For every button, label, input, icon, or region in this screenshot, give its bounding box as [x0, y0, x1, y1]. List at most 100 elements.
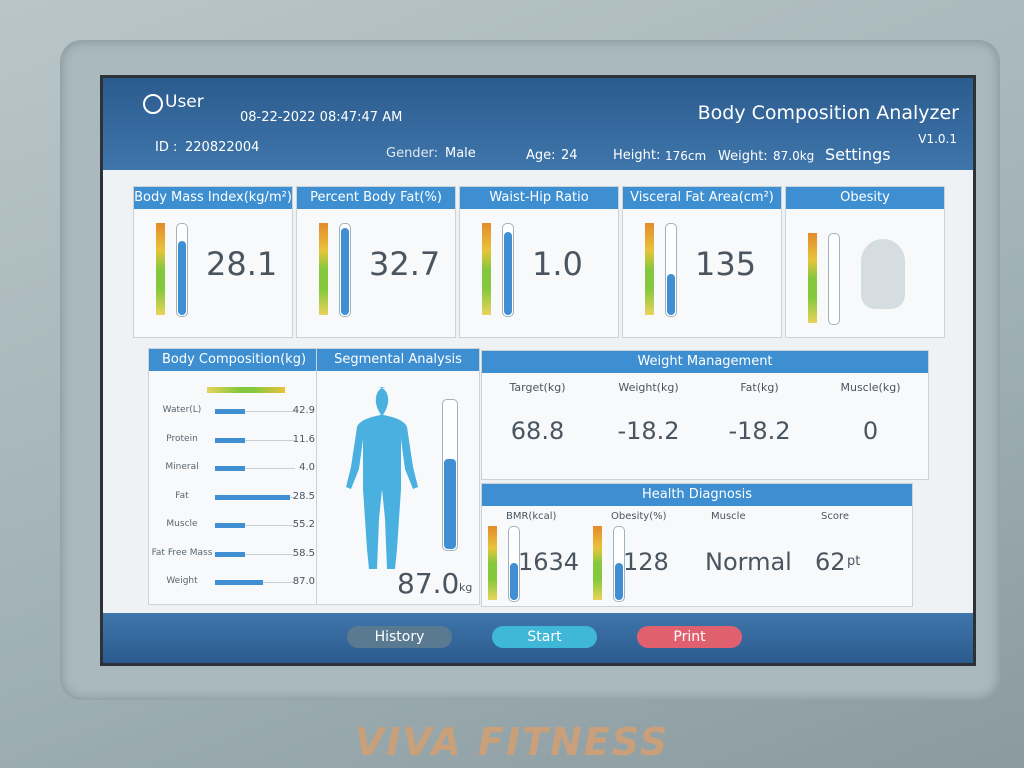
row-bar: [215, 580, 263, 585]
row-bar: [215, 494, 290, 500]
weight-value: 87.0kg: [773, 149, 815, 163]
button[interactable]: History: [347, 626, 452, 648]
level-fill: [341, 227, 349, 315]
gender-value: Male: [445, 146, 476, 161]
row-value: 87.0: [292, 576, 315, 587]
version: V1.0.1: [918, 132, 957, 146]
button[interactable]: Print: [637, 626, 742, 648]
row-value: 4.0: [299, 462, 315, 473]
row-bar: [215, 409, 245, 414]
age-value: 24: [561, 148, 578, 163]
panel-title: Body Composition(kg): [149, 349, 319, 371]
user-icon: [143, 94, 163, 114]
row-label: Water(L): [162, 405, 202, 415]
index-panel: Visceral Fat Area(cm²) 135: [622, 186, 782, 338]
level-tube: [442, 399, 458, 551]
level-tube: [176, 223, 188, 317]
row-label: Protein: [166, 433, 198, 444]
row-value: 42.9: [292, 405, 315, 416]
weight-label: Weight:: [718, 149, 768, 164]
row-bar: [215, 551, 245, 557]
level-fill: [510, 563, 518, 600]
level-fill: [667, 273, 675, 315]
weight-management-panel: Weight Management Target(kg) 68.8 Weight(kg…: [481, 350, 929, 480]
column-label: BMR(kcal): [506, 511, 557, 522]
column-value: 0: [862, 417, 879, 445]
row-track: [215, 468, 295, 469]
row-track: [215, 411, 295, 412]
panel-title: Health Diagnosis: [482, 484, 912, 506]
row-label: Mineral: [165, 462, 199, 472]
segmental-value: 87.0: [397, 567, 460, 600]
level-fill: [504, 232, 512, 315]
level-tube: [339, 223, 351, 317]
row-track: [215, 439, 295, 441]
column-value: 128: [623, 548, 669, 576]
scale-bar: [156, 223, 165, 315]
column-unit: pt: [847, 554, 861, 569]
row-track: [215, 553, 295, 555]
button[interactable]: Start: [492, 626, 597, 648]
row-bar: [215, 523, 245, 528]
scale-bar: [593, 526, 602, 600]
level-tube: [508, 526, 520, 602]
column-label: Weight(kg): [618, 381, 679, 394]
row-label: Muscle: [166, 519, 198, 529]
level-fill: [444, 459, 456, 549]
scale-bar: [482, 223, 491, 315]
column-value: -18.2: [728, 417, 791, 445]
level-tube: [613, 526, 625, 602]
row-value: 11.6: [292, 433, 315, 445]
body-composition-panel: Body Composition(kg) Water(L) 42.9 Protein 1…: [148, 348, 320, 605]
index-value: 1.0: [532, 245, 583, 283]
column-value: 1634: [518, 548, 580, 576]
level-tube: [502, 223, 514, 317]
panel-title: Percent Body Fat(%): [297, 187, 455, 209]
segmental-panel: Segmental Analysis 87.0 kg: [316, 348, 480, 605]
segmental-unit: kg: [459, 581, 473, 594]
screen: User 08-22-2022 08:47:47 AM Body Compositi…: [100, 75, 976, 666]
panel-title: Visceral Fat Area(cm²): [623, 187, 781, 209]
obesity-figure: [861, 239, 905, 309]
index-value: 32.7: [369, 245, 441, 283]
datetime: 08-22-2022 08:47:47 AM: [240, 110, 403, 125]
level-fill: [178, 241, 186, 315]
index-value: 135: [695, 245, 757, 283]
settings-button[interactable]: Settings: [825, 145, 891, 164]
scale-bar: [488, 526, 497, 600]
panel-title: Body Mass Index(kg/m²): [134, 187, 292, 209]
scale-bar: [808, 233, 817, 323]
column-label: Obesity(%): [611, 511, 667, 522]
column-value: 62: [815, 548, 846, 576]
column-label: Muscle: [711, 511, 746, 522]
column-value: Normal: [705, 548, 792, 576]
app-title: Body Composition Analyzer: [697, 102, 959, 124]
row-bar: [215, 466, 245, 471]
brand: VIVA FITNESS: [354, 720, 670, 764]
health-diagnosis-panel: Health Diagnosis BMR(kcal) 1634 Obesity(%) 1…: [481, 483, 913, 607]
row-value: 28.5: [292, 490, 315, 502]
id-label: ID :: [155, 140, 178, 155]
id-value: 220822004: [185, 140, 260, 155]
column-label: Target(kg): [509, 381, 566, 394]
panel-title: Segmental Analysis: [317, 349, 479, 371]
panel-title: Waist-Hip Ratio: [460, 187, 618, 209]
level-tube: [665, 223, 677, 317]
gender-label: Gender:: [386, 146, 439, 161]
age-label: Age:: [526, 148, 556, 163]
index-panel: Waist-Hip Ratio 1.0: [459, 186, 619, 338]
column-label: Fat(kg): [740, 381, 779, 394]
row-value: 55.2: [292, 519, 315, 530]
bottom-bar: History Start Print: [103, 613, 973, 663]
index-panel: Percent Body Fat(%) 32.7: [296, 186, 456, 338]
row-bar: [215, 437, 245, 443]
level-tube: [828, 233, 840, 325]
row-label: Weight: [166, 576, 198, 586]
body-figure: [346, 387, 418, 569]
row-label: Fat Free Mass: [151, 547, 213, 558]
scale-bar: [645, 223, 654, 315]
column-label: Muscle(kg): [840, 381, 901, 394]
height-value: 176cm: [665, 149, 707, 163]
scale-bar: [319, 223, 328, 315]
